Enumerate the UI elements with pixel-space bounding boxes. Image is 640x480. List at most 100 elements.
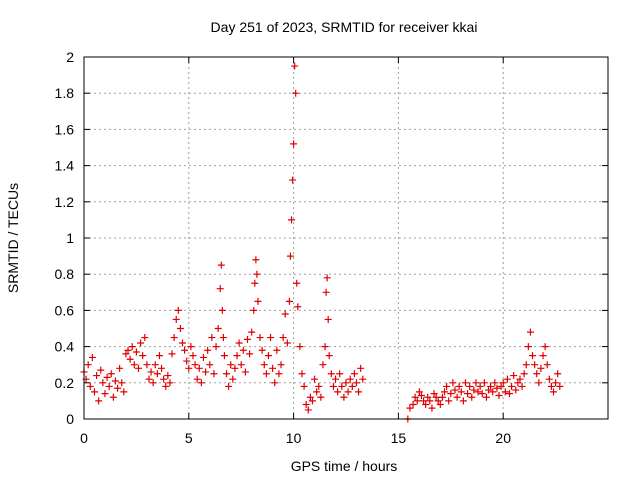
data-point — [199, 353, 207, 361]
data-point — [308, 397, 316, 405]
x-tick-label: 0 — [80, 430, 88, 446]
data-point — [183, 357, 191, 365]
data-point — [189, 352, 197, 360]
data-point — [286, 252, 294, 260]
data-point — [147, 368, 155, 376]
data-point — [545, 375, 553, 383]
data-point — [409, 401, 417, 409]
data-point — [246, 350, 254, 358]
data-point — [329, 382, 337, 390]
data-point — [541, 343, 549, 351]
data-point — [449, 379, 457, 387]
data-point — [476, 382, 484, 390]
data-point — [223, 370, 231, 378]
data-point — [241, 368, 249, 376]
data-point — [149, 379, 157, 387]
data-point — [445, 397, 453, 405]
data-point — [294, 303, 302, 311]
data-point — [214, 325, 222, 332]
data-point — [251, 279, 259, 287]
data-point — [275, 370, 283, 378]
data-point — [260, 361, 268, 369]
data-point — [172, 315, 180, 323]
data-point — [512, 386, 520, 394]
data-point — [311, 375, 319, 383]
data-point — [231, 364, 239, 372]
data-point — [447, 390, 455, 398]
data-point — [501, 388, 509, 396]
data-point — [323, 274, 331, 282]
x-tick-label: 20 — [495, 430, 511, 446]
data-point — [556, 382, 564, 390]
data-point — [306, 393, 314, 401]
data-point — [493, 384, 501, 392]
data-point — [298, 370, 306, 378]
x-axis-label: GPS time / hours — [291, 458, 398, 474]
data-point — [482, 393, 490, 401]
data-point — [291, 62, 299, 70]
data-point — [321, 343, 329, 351]
data-point — [155, 352, 163, 360]
data-point — [302, 401, 310, 409]
tick-labels: 00.20.40.60.811.21.41.61.820 5 10 15 20 — [55, 49, 512, 446]
data-point — [526, 328, 534, 336]
data-point — [428, 404, 436, 412]
data-point — [254, 297, 262, 305]
data-point — [455, 382, 463, 390]
data-point — [319, 361, 327, 369]
data-point — [151, 361, 159, 369]
data-point — [313, 388, 321, 396]
data-point — [206, 361, 214, 369]
data-point — [342, 379, 350, 387]
data-point — [176, 325, 184, 332]
y-tick-label: 2 — [66, 49, 74, 65]
data-point — [95, 397, 103, 405]
data-point — [543, 361, 551, 369]
data-point — [413, 397, 421, 405]
data-point — [537, 364, 545, 372]
data-point — [533, 370, 541, 378]
data-point — [219, 334, 227, 342]
data-point — [174, 306, 182, 314]
data-point — [289, 176, 297, 184]
data-point — [480, 379, 488, 387]
data-point — [522, 361, 530, 369]
data-point — [453, 393, 461, 401]
data-point — [168, 350, 176, 358]
data-point — [143, 361, 151, 369]
data-point — [116, 364, 124, 372]
data-point — [336, 370, 344, 378]
data-point — [103, 373, 111, 381]
data-point — [505, 390, 513, 398]
data-point — [181, 346, 189, 354]
data-point — [325, 352, 333, 360]
data-point — [357, 364, 365, 372]
data-point — [162, 382, 170, 390]
data-point — [179, 339, 187, 347]
data-point — [101, 390, 109, 398]
data-point — [468, 393, 476, 401]
data-point — [344, 388, 352, 396]
gridlines — [84, 57, 608, 419]
data-point — [277, 361, 285, 369]
data-point — [164, 372, 172, 380]
data-point — [327, 370, 335, 378]
data-point — [436, 401, 444, 409]
data-point — [145, 375, 153, 383]
data-point — [296, 343, 304, 351]
data-point — [202, 368, 210, 376]
data-point — [114, 384, 122, 392]
data-point — [495, 391, 503, 399]
data-point — [288, 216, 296, 224]
data-point — [122, 350, 130, 358]
data-point — [443, 382, 451, 390]
data-point — [212, 343, 220, 351]
data-point — [487, 382, 495, 390]
data-point — [290, 140, 298, 148]
data-point — [459, 397, 467, 405]
data-point — [239, 346, 247, 354]
data-point — [248, 328, 256, 336]
y-tick-label: 1 — [66, 230, 74, 246]
y-tick-label: 1.4 — [55, 158, 75, 174]
